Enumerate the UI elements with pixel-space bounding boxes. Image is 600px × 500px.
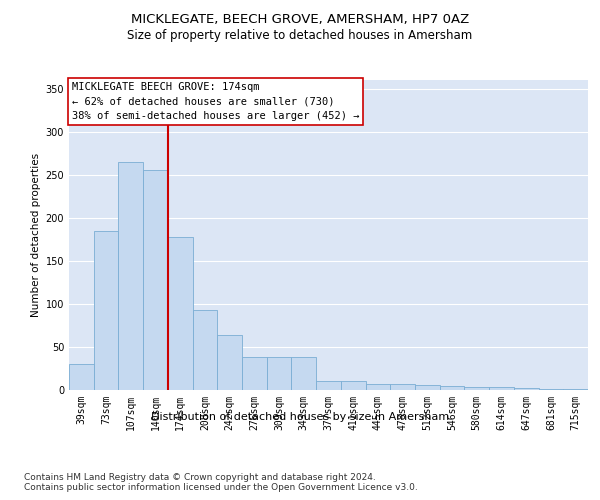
Text: Size of property relative to detached houses in Amersham: Size of property relative to detached ho… <box>127 29 473 42</box>
Bar <box>168 236 193 390</box>
Bar <box>563 389 588 390</box>
Bar <box>341 380 365 390</box>
Bar <box>365 384 390 390</box>
Text: Contains HM Land Registry data © Crown copyright and database right 2024.
Contai: Contains HM Land Registry data © Crown c… <box>24 472 418 492</box>
Bar <box>118 162 143 390</box>
Text: MICKLEGATE, BEECH GROVE, AMERSHAM, HP7 0AZ: MICKLEGATE, BEECH GROVE, AMERSHAM, HP7 0… <box>131 12 469 26</box>
Text: MICKLEGATE BEECH GROVE: 174sqm
← 62% of detached houses are smaller (730)
38% of: MICKLEGATE BEECH GROVE: 174sqm ← 62% of … <box>71 82 359 121</box>
Bar <box>267 358 292 390</box>
Bar <box>217 335 242 390</box>
Bar <box>193 310 217 390</box>
Bar <box>69 364 94 390</box>
Bar <box>292 358 316 390</box>
Bar <box>464 388 489 390</box>
Bar <box>415 385 440 390</box>
Bar <box>440 386 464 390</box>
Bar <box>390 384 415 390</box>
Bar <box>489 388 514 390</box>
Bar <box>94 230 118 390</box>
Bar <box>143 170 168 390</box>
Bar <box>242 358 267 390</box>
Bar <box>514 388 539 390</box>
Bar <box>539 389 563 390</box>
Bar <box>316 380 341 390</box>
Text: Distribution of detached houses by size in Amersham: Distribution of detached houses by size … <box>151 412 449 422</box>
Y-axis label: Number of detached properties: Number of detached properties <box>31 153 41 317</box>
